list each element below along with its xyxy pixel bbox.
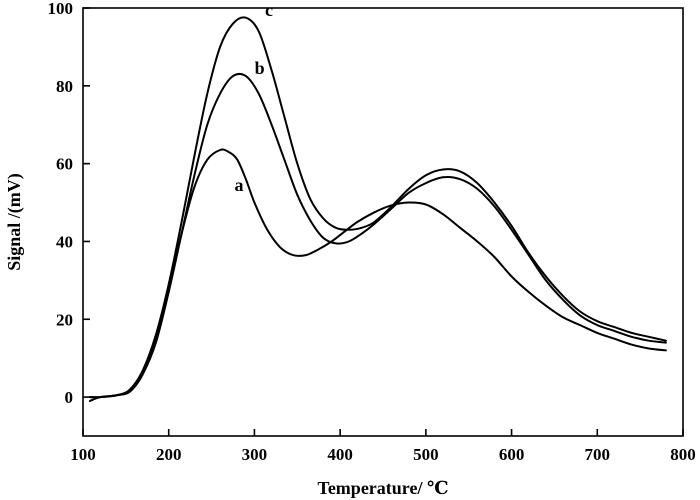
series-lines <box>88 16 667 402</box>
series-labels: a b c <box>235 0 274 195</box>
x-tick-label: 700 <box>585 445 611 464</box>
series-b-line <box>88 72 667 399</box>
y-tick-label: 40 <box>56 232 73 251</box>
y-axis-title: Signal /(mV) <box>4 173 25 271</box>
y-tick-label: 80 <box>56 77 73 96</box>
x-tick-label: 400 <box>327 445 353 464</box>
tick-labels: 100 200 300 400 500 600 700 800 0 20 40 60 80 100 <box>48 0 696 464</box>
series-c-label: c <box>265 0 273 20</box>
x-tick-label: 600 <box>499 445 525 464</box>
plot-area <box>82 7 684 437</box>
x-tick-label: 100 <box>70 445 96 464</box>
y-tick-label: 20 <box>56 310 73 329</box>
y-tick-label: 0 <box>65 388 74 407</box>
axis-ticks <box>82 7 684 436</box>
x-tick-label: 800 <box>670 445 696 464</box>
series-a-line <box>88 148 667 402</box>
series-a-label: a <box>235 175 244 195</box>
x-tick-label: 300 <box>242 445 268 464</box>
x-tick-label: 500 <box>413 445 439 464</box>
y-tick-label: 60 <box>56 155 73 174</box>
plot-frame <box>82 7 684 437</box>
series-c-line <box>88 16 667 399</box>
series-b-label: b <box>255 58 265 78</box>
x-tick-label: 200 <box>156 445 182 464</box>
y-tick-label: 100 <box>48 0 74 18</box>
x-axis-title: Temperature/ ℃ <box>317 478 448 498</box>
